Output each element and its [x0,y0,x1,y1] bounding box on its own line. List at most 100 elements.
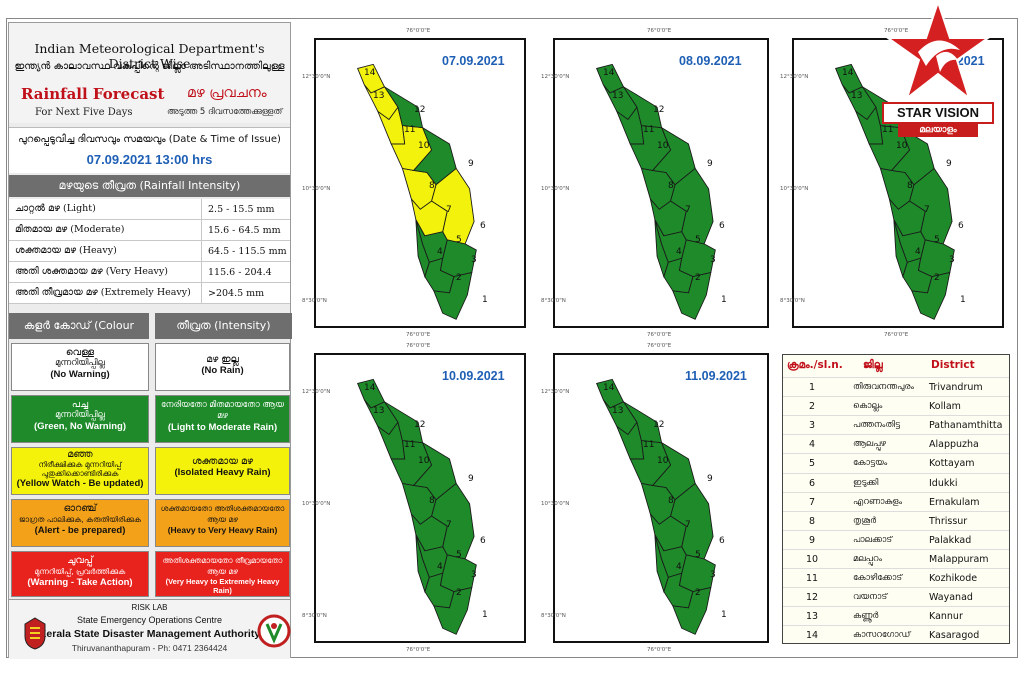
colour-code-header: കളർ കോഡ് (Colour Code) തീവ്രത (Intensity… [9,313,292,358]
next-five-days: For Next Five Days [35,107,133,118]
intensity-table: ചാറ്റൽ മഴ (Light) 2.5 - 15.5 mm മിതമായ മഴ… [9,199,290,304]
district-number-label: 4 [437,562,443,572]
intensity-ml: നേരിയതോ മിതമായതോ ആയ മഴ [161,400,284,421]
code-name: ചുവപ്പ് [67,555,93,566]
district-number-label: 7 [446,205,452,215]
district-ml: ആലപ്പുഴ [853,439,886,450]
ksdma-name: Kerala State Disaster Management Authori… [38,628,261,640]
legend-panel: Indian Meteorological Department's Distr… [8,22,292,659]
code-name: പച്ച [71,399,89,410]
district-number-label: 14 [364,383,376,393]
intensity-row: അതി തീവ്രമായ മഴ (Extremely Heavy) >204.5 … [9,283,290,304]
district-no: 11 [805,573,819,584]
map-coordinate-tick: 76°0'0"E [647,343,672,349]
district-number-label: 4 [915,247,921,257]
district-row: 7 എറണാകുളം Ernakulam [783,491,1009,512]
district-number-label: 5 [695,550,701,560]
intensity-white: മഴ ഇല്ല (No Rain) [155,343,290,391]
district-no: 6 [808,477,816,489]
intensity-red: അതിശക്തമായതോ തീവ്രമായതോ ആയ മഴ (Very Heavy… [155,551,290,597]
intensity-range: 15.6 - 64.5 mm [201,220,292,241]
district-number-label: 13 [373,91,384,101]
intensity-heading: മഴയുടെ തീവ്രത (Rainfall Intensity) [9,175,290,197]
code-en: (Warning - Take Action) [27,577,133,588]
map-coordinate-tick: 8°30'0"N [780,298,805,304]
district-region-14 [596,63,625,94]
district-number-label: 9 [468,159,474,169]
district-no: 12 [805,592,819,604]
district-number-label: 4 [437,247,443,257]
mazha-pravachanam: മഴ പ്രവചനം [187,85,267,101]
district-number-label: 2 [695,588,701,598]
district-number-label: 13 [612,406,623,416]
district-row: 1 തിരുവനന്തപുരം Trivandrum [783,377,1009,397]
district-number-label: 6 [480,221,486,231]
district-en: Idukki [929,477,958,489]
district-row: 11 കോഴിക്കോട് Kozhikode [783,568,1009,588]
map-coordinate-tick: 76°0'0"E [884,28,909,34]
map-coordinate-tick: 12°30'0"N [780,74,809,80]
code-name: ഓറഞ്ച് [63,503,97,514]
district-row: 12 വയനാട് Wayanad [783,587,1009,607]
district-no: 13 [805,611,819,623]
district-en: Kottayam [929,458,975,470]
district-en: Pathanamthitta [929,420,1003,432]
district-ml: കോട്ടയം [853,458,888,469]
district-number-label: 3 [471,570,477,580]
district-number-label: 12 [653,105,664,115]
district-number-label: 5 [456,235,462,245]
map-coordinate-tick: 12°30'0"N [541,74,570,80]
district-number-label: 3 [471,255,477,265]
map-coordinate-tick: 76°0'0"E [406,343,431,349]
intensity-row: ചാറ്റൽ മഴ (Light) 2.5 - 15.5 mm [9,199,290,220]
district-number-label: 5 [456,550,462,560]
district-number-label: 2 [695,273,701,283]
intensity-green: നേരിയതോ മിതമായതോ ആയ മഴ (Light to Moderate… [155,395,290,443]
district-number-label: 8 [668,181,674,191]
intensity-ml: ശക്തമായ മഴ [191,456,254,467]
map-coordinate-tick: 76°0'0"E [406,647,431,653]
district-number-label: 5 [934,235,940,245]
district-number-label: 13 [373,406,384,416]
map-coordinate-tick: 10°30'0"N [541,501,570,507]
district-ml: ഇടുക്കി [853,477,879,488]
district-number-label: 10 [896,141,908,151]
issue-block: പുറപ്പെടുവിച്ച ദിവസവും സമയവും (Date & Ti… [9,127,290,173]
intensity-code-heading: തീവ്രത (Intensity) [155,313,292,339]
district-number-label: 1 [721,295,727,305]
map-coordinate-tick: 10°30'0"N [780,186,809,192]
district-number-label: 9 [946,159,952,169]
code-en: (Yellow Watch - Be updated) [16,478,144,489]
district-number-label: 1 [721,610,727,620]
district-number-label: 5 [695,235,701,245]
district-ml: പാലക്കാട് [853,534,893,545]
forecast-map-day1: 1 2 3 4 5 6 7 8 9 10 11 12 13 14 07.09.2021 76°0'0"E 7… [302,28,526,338]
district-number-label: 9 [707,474,713,484]
district-ml: എറണാകുളം [853,496,903,507]
district-number-label: 11 [882,125,893,135]
district-number-label: 6 [480,536,486,546]
intensity-orange: ശക്തമായതോ അതിശക്തമായതോ ആയ മഴ (Heavy to Ve… [155,499,290,547]
district-number-label: 12 [653,420,664,430]
district-number-label: 2 [934,273,940,283]
district-number-label: 11 [404,440,415,450]
map-coordinate-tick: 12°30'0"N [302,74,331,80]
district-number-label: 7 [924,205,930,215]
code-green: പച്ച മുന്നറിയിപ്പില്ല (Green, No Warning) [11,395,149,443]
district-en: Alappuzha [929,439,979,451]
district-number-label: 12 [414,420,425,430]
intensity-en: (No Rain) [201,365,244,376]
intensity-name: മിതമായ മഴ (Moderate) [15,224,125,235]
intensity-en: (Light to Moderate Rain) [167,422,278,433]
district-number-label: 13 [612,91,623,101]
district-region-14 [835,63,864,94]
code-en: (Alert - be prepared) [34,525,126,536]
district-en: Kozhikode [929,573,978,584]
district-number-label: 2 [456,588,462,598]
intensity-ml: അതിശക്തമായതോ തീവ്രമായതോ ആയ മഴ [162,556,283,576]
district-number-label: 1 [482,610,488,620]
district-row: 9 പാലക്കാട് Palakkad [783,529,1009,550]
